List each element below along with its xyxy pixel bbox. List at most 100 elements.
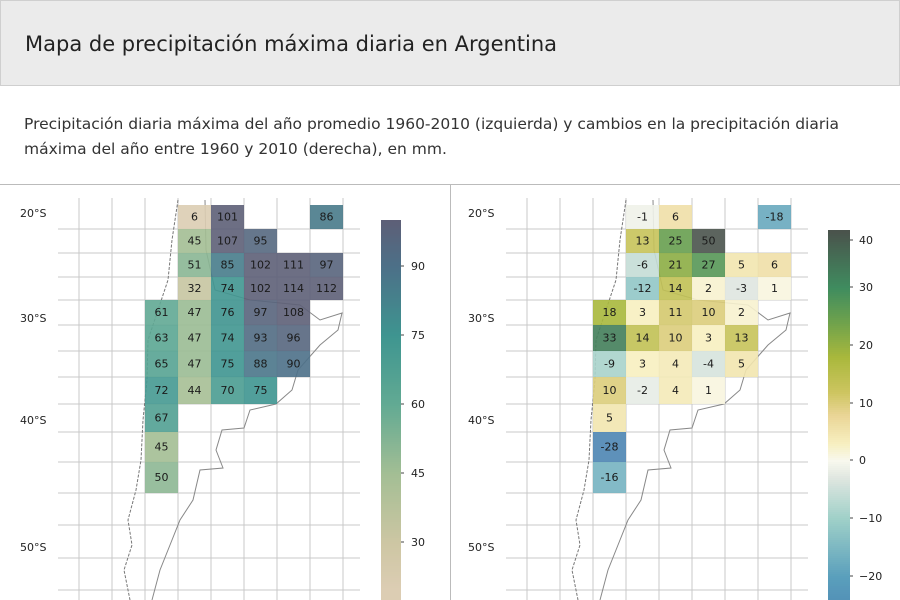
grid-cell: 4 xyxy=(659,351,692,377)
grid-cell-value: 74 xyxy=(221,332,235,345)
grid-cell: 51 xyxy=(178,253,211,277)
grid-cell-value: 4 xyxy=(672,384,679,397)
colorbar-segment xyxy=(381,232,401,235)
grid-cell-fill xyxy=(211,377,244,404)
colorbar-segment xyxy=(828,270,850,273)
grid-cell-fill xyxy=(145,377,178,404)
colorbar-segment xyxy=(828,520,850,523)
grid-cell-value: -12 xyxy=(634,282,652,295)
grid-cell-value: 95 xyxy=(254,235,268,248)
colorbar-segment xyxy=(828,554,850,557)
grid-cell-fill xyxy=(758,253,791,277)
colorbar-segment xyxy=(828,460,850,463)
colorbar-segment xyxy=(381,406,401,409)
colorbar-segment xyxy=(381,340,401,343)
colorbar: 30 45 60 75 90 xyxy=(381,220,425,600)
colorbar-segment xyxy=(381,264,401,267)
colorbar-segment xyxy=(828,406,850,409)
colorbar-segment xyxy=(381,300,401,303)
colorbar-segment xyxy=(828,290,850,293)
grid-cell-fill xyxy=(211,325,244,351)
grid-cell-fill xyxy=(178,229,211,253)
grid-cell-fill xyxy=(310,253,343,277)
colorbar-segment xyxy=(381,244,401,247)
grid-cell: 63 xyxy=(145,325,178,351)
colorbar-segment xyxy=(381,528,401,531)
colorbar-segment xyxy=(828,536,850,539)
colorbar-segment xyxy=(828,296,850,299)
colorbar-segment xyxy=(828,490,850,493)
colorbar-segment xyxy=(828,260,850,263)
grid-cell-value: 11 xyxy=(669,306,683,319)
colorbar-segment xyxy=(381,538,401,541)
colorbar-segment xyxy=(828,530,850,533)
colorbar-segment xyxy=(381,370,401,373)
colorbar-segment xyxy=(381,234,401,237)
colorbar-segment xyxy=(828,380,850,383)
colorbar-segment xyxy=(381,266,401,269)
description: Precipitación diaria máxima del año prom… xyxy=(24,115,840,158)
grid-cell-value: 85 xyxy=(221,259,235,272)
colorbar-segment xyxy=(828,552,850,555)
colorbar-segment xyxy=(828,364,850,367)
colorbar-segment xyxy=(381,452,401,455)
colorbar-tick-label: 45 xyxy=(411,467,425,480)
colorbar-tick-label: 40 xyxy=(859,234,873,247)
colorbar-segment xyxy=(828,510,850,513)
grid-cell: 96 xyxy=(277,325,310,351)
colorbar-segment xyxy=(828,274,850,277)
colorbar-segment xyxy=(828,402,850,405)
page-title: Mapa de precipitación máxima diaria en A… xyxy=(25,32,558,56)
grid-cell: 25 xyxy=(659,229,692,253)
colorbar-segment xyxy=(381,454,401,457)
colorbar-segment xyxy=(828,348,850,351)
colorbar-segment xyxy=(828,334,850,337)
colorbar-segment xyxy=(381,366,401,369)
colorbar-segment xyxy=(381,496,401,499)
colorbar-segment xyxy=(381,320,401,323)
grid-cell-value: 44 xyxy=(188,384,202,397)
colorbar-segment xyxy=(828,562,850,565)
colorbar-segment xyxy=(381,236,401,239)
grid-cell-value: 51 xyxy=(188,259,202,272)
colorbar-segment xyxy=(381,358,401,361)
colorbar-segment xyxy=(381,322,401,325)
grid-cell-fill xyxy=(659,229,692,253)
colorbar-segment xyxy=(828,298,850,301)
grid-cell-value: 47 xyxy=(188,332,202,345)
grid-cell: 47 xyxy=(178,300,211,325)
grid-cell-value: 10 xyxy=(603,384,617,397)
colorbar-segment xyxy=(381,488,401,491)
grid-cell: 11 xyxy=(659,300,692,325)
colorbar-segment xyxy=(828,252,850,255)
grid-cell: 85 xyxy=(211,253,244,277)
grid-cell-value: 63 xyxy=(155,332,169,345)
grid-cell: 45 xyxy=(178,229,211,253)
colorbar-segment xyxy=(381,482,401,485)
colorbar-segment xyxy=(381,554,401,557)
colorbar-segment xyxy=(828,594,850,597)
colorbar-tick-label: 30 xyxy=(411,536,425,549)
colorbar-segment xyxy=(381,536,401,539)
colorbar-segment xyxy=(828,436,850,439)
colorbar-segment xyxy=(828,320,850,323)
colorbar-segment xyxy=(828,500,850,503)
grid-cell: 2 xyxy=(725,300,758,325)
colorbar-tick-label: −10 xyxy=(859,512,882,525)
divider xyxy=(0,184,900,185)
grid-cell-value: 47 xyxy=(188,358,202,371)
grid-cell-fill xyxy=(178,351,211,377)
colorbar-segment xyxy=(828,464,850,467)
colorbar-segment xyxy=(381,420,401,423)
colorbar-segment xyxy=(381,448,401,451)
colorbar-segment xyxy=(828,246,850,249)
colorbar-segment xyxy=(381,552,401,555)
grid-cell-fill xyxy=(277,253,310,277)
colorbar-segment xyxy=(828,254,850,257)
colorbar-segment xyxy=(381,466,401,469)
grid-cell-value: -2 xyxy=(637,384,648,397)
colorbar-segment xyxy=(381,294,401,297)
grid-cell-fill xyxy=(692,377,725,404)
grid-cell: 32 xyxy=(178,277,211,300)
colorbar-segment xyxy=(828,368,850,371)
